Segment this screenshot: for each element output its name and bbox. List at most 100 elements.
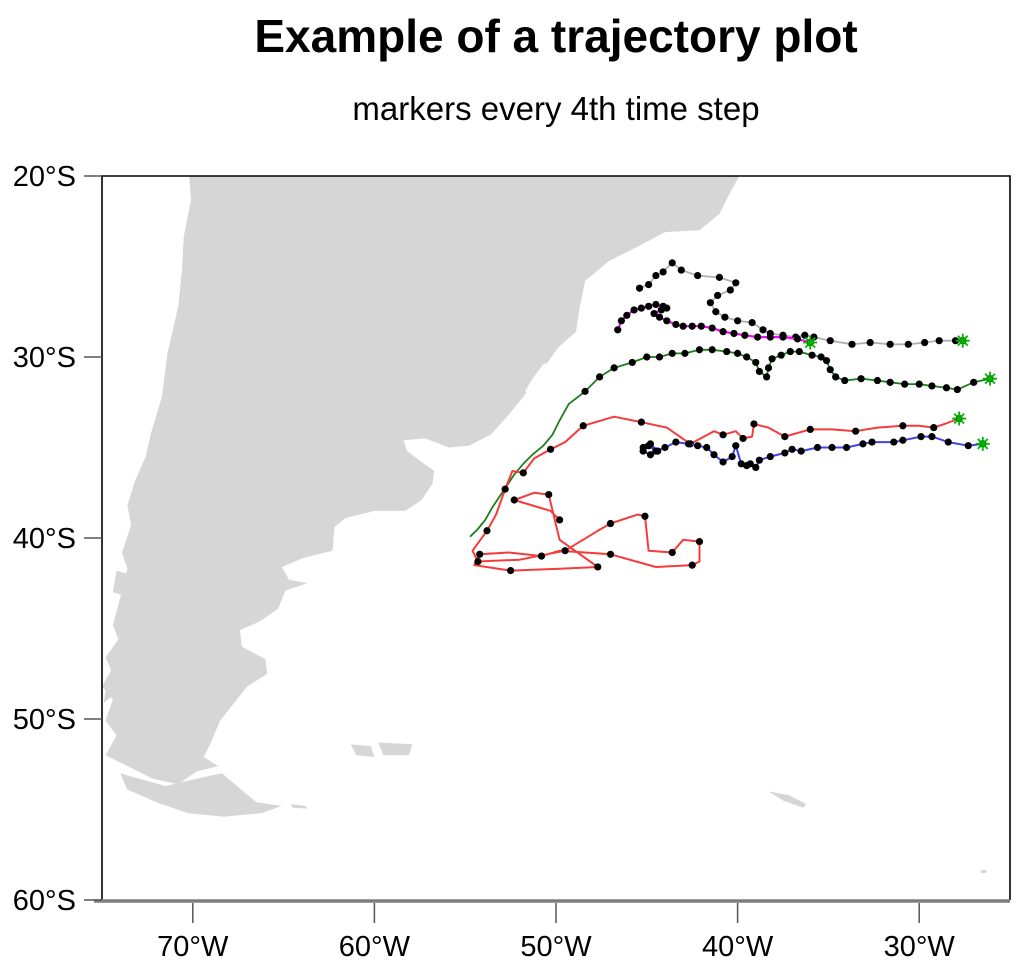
time-step-marker — [732, 279, 740, 287]
start-marker-trajectory-2-magenta — [803, 335, 818, 350]
time-step-marker — [942, 384, 951, 392]
time-step-marker — [928, 433, 936, 441]
map-land-layer — [102, 176, 987, 873]
time-step-marker — [755, 367, 763, 376]
time-step-marker — [826, 337, 834, 345]
trajectory-markers-trajectory-4-red — [474, 414, 963, 575]
start-marker-trajectory-5-blue — [975, 436, 990, 451]
time-step-marker — [637, 418, 645, 426]
y-tick-label: 50°S — [13, 704, 76, 736]
time-step-marker — [614, 326, 622, 334]
time-step-marker — [697, 322, 705, 330]
time-step-marker — [750, 420, 758, 428]
time-step-marker — [637, 304, 645, 312]
time-step-marker — [719, 431, 727, 439]
time-step-marker — [951, 337, 960, 345]
time-step-marker — [886, 378, 894, 386]
start-marker-trajectory-1-gray — [955, 333, 970, 348]
land-polygon — [103, 690, 113, 703]
time-step-marker — [594, 563, 602, 571]
time-step-marker — [708, 324, 716, 332]
time-step-marker — [695, 346, 704, 354]
time-step-marker — [842, 443, 851, 452]
time-step-marker — [766, 452, 774, 461]
time-step-marker — [813, 443, 822, 452]
trajectory-line-trajectory-1-gray — [638, 262, 964, 346]
time-step-marker — [663, 317, 671, 325]
time-step-marker — [706, 299, 714, 307]
time-step-marker — [741, 331, 749, 339]
trajectory-line-trajectory-3-green — [469, 348, 991, 538]
time-step-marker — [859, 440, 867, 448]
time-step-marker — [688, 322, 696, 330]
time-step-marker — [652, 300, 660, 309]
time-step-marker — [930, 423, 938, 432]
time-step-marker — [921, 338, 929, 347]
time-step-marker — [755, 456, 763, 464]
y-tick-label: 60°S — [13, 885, 76, 917]
time-step-marker — [730, 329, 738, 338]
time-step-marker — [719, 458, 727, 466]
y-tick-label: 30°S — [13, 342, 76, 374]
time-step-marker — [857, 375, 865, 383]
time-step-marker — [868, 438, 876, 446]
time-step-marker — [556, 516, 564, 524]
time-step-marker — [537, 552, 546, 560]
time-step-marker — [806, 425, 814, 433]
time-step-marker — [677, 266, 685, 274]
time-step-marker — [695, 538, 704, 546]
time-step-marker — [474, 557, 482, 566]
time-step-marker — [721, 313, 729, 321]
time-step-marker — [768, 355, 776, 363]
time-step-marker — [873, 376, 882, 385]
land-polygon — [290, 804, 308, 809]
x-tick-label: 70°W — [157, 931, 229, 963]
time-step-marker — [781, 449, 789, 457]
time-step-marker — [606, 519, 615, 528]
time-step-marker — [628, 358, 636, 367]
time-step-marker — [786, 347, 794, 356]
time-step-marker — [668, 259, 676, 267]
time-step-marker — [654, 447, 662, 455]
land-polygon — [120, 773, 282, 817]
y-tick-label: 40°S — [13, 523, 76, 555]
land-polygon — [378, 742, 413, 756]
time-step-marker — [645, 281, 653, 289]
time-step-marker — [793, 335, 802, 343]
time-step-marker — [753, 333, 762, 341]
time-step-marker — [645, 302, 653, 310]
time-step-marker — [764, 364, 773, 372]
axes-layer: 70°W 60°W 50°W 40°W 30°W 20°S 30°S 40°S 50°S 60°S — [13, 161, 1011, 963]
time-step-marker — [795, 347, 803, 356]
time-step-marker — [714, 291, 722, 300]
start-marker-asterisk-ray — [977, 438, 989, 450]
time-step-marker — [826, 366, 834, 374]
time-step-marker — [510, 496, 518, 504]
time-step-marker — [734, 349, 742, 357]
time-step-marker — [708, 346, 716, 354]
time-step-marker — [901, 380, 909, 388]
time-step-marker — [659, 268, 667, 276]
land-polygon — [768, 791, 807, 808]
time-step-marker — [737, 460, 745, 468]
time-step-marker — [732, 442, 740, 450]
time-step-marker — [817, 353, 825, 361]
time-step-marker — [953, 385, 961, 394]
time-step-marker — [643, 353, 651, 361]
time-step-marker — [759, 326, 767, 334]
time-step-marker — [752, 358, 760, 367]
time-step-marker — [822, 357, 831, 365]
time-step-marker — [866, 338, 874, 347]
time-step-marker — [688, 561, 696, 569]
y-tick-label: 20°S — [13, 161, 76, 193]
trajectory-markers-trajectory-1-gray — [635, 259, 967, 348]
time-step-marker — [788, 445, 796, 453]
time-step-marker — [630, 306, 638, 314]
time-step-marker — [810, 333, 818, 341]
time-step-marker — [734, 317, 742, 325]
time-step-marker — [694, 271, 702, 280]
land-polygon — [102, 176, 740, 785]
land-polygon — [118, 724, 130, 738]
time-step-marker — [639, 443, 647, 452]
